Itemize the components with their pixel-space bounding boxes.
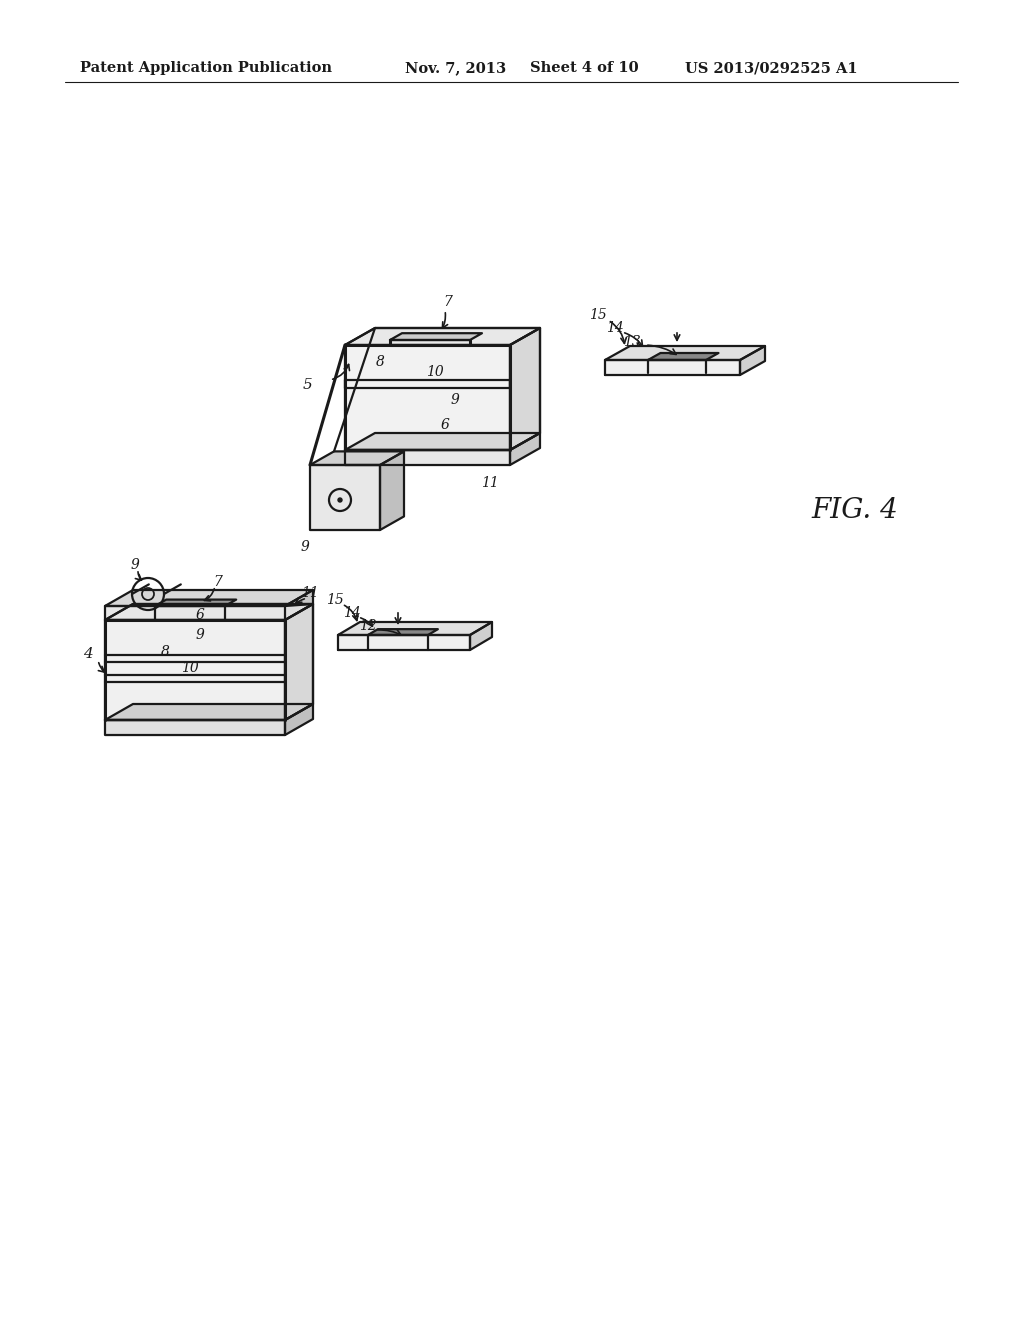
Polygon shape bbox=[310, 451, 404, 465]
Polygon shape bbox=[648, 352, 719, 360]
Circle shape bbox=[338, 498, 342, 502]
Text: 14: 14 bbox=[606, 321, 624, 335]
Text: 9: 9 bbox=[196, 628, 205, 642]
Polygon shape bbox=[105, 590, 313, 606]
Text: 6: 6 bbox=[196, 609, 205, 622]
Polygon shape bbox=[345, 433, 540, 450]
Text: 9: 9 bbox=[301, 540, 309, 554]
Text: 7: 7 bbox=[443, 294, 453, 309]
Text: 10: 10 bbox=[181, 661, 199, 675]
Polygon shape bbox=[285, 605, 313, 719]
Text: 12: 12 bbox=[359, 619, 377, 634]
Polygon shape bbox=[338, 635, 470, 649]
Text: 5: 5 bbox=[303, 378, 313, 392]
Text: 10: 10 bbox=[426, 366, 443, 379]
Text: Patent Application Publication: Patent Application Publication bbox=[80, 61, 332, 75]
Polygon shape bbox=[740, 346, 765, 375]
Text: Nov. 7, 2013: Nov. 7, 2013 bbox=[406, 61, 506, 75]
Text: 8: 8 bbox=[376, 355, 384, 370]
Polygon shape bbox=[510, 327, 540, 450]
Polygon shape bbox=[285, 590, 313, 606]
Text: US 2013/0292525 A1: US 2013/0292525 A1 bbox=[685, 61, 858, 75]
Polygon shape bbox=[390, 333, 482, 341]
Text: 6: 6 bbox=[440, 418, 450, 432]
Text: 14: 14 bbox=[343, 606, 360, 620]
Text: 9: 9 bbox=[131, 558, 139, 572]
Polygon shape bbox=[345, 345, 510, 450]
Polygon shape bbox=[310, 465, 380, 531]
Polygon shape bbox=[105, 620, 285, 719]
Polygon shape bbox=[105, 606, 285, 620]
Text: Sheet 4 of 10: Sheet 4 of 10 bbox=[530, 61, 639, 75]
Polygon shape bbox=[338, 622, 492, 635]
Text: 7: 7 bbox=[214, 576, 222, 589]
Text: FIG. 4: FIG. 4 bbox=[812, 496, 898, 524]
Text: 11: 11 bbox=[481, 477, 499, 490]
Polygon shape bbox=[510, 433, 540, 465]
Polygon shape bbox=[368, 630, 438, 635]
Polygon shape bbox=[105, 704, 313, 719]
Polygon shape bbox=[605, 346, 765, 360]
Polygon shape bbox=[380, 451, 404, 531]
Text: 11: 11 bbox=[301, 586, 318, 601]
Polygon shape bbox=[105, 605, 313, 620]
Polygon shape bbox=[155, 599, 237, 606]
Text: 4: 4 bbox=[83, 647, 93, 661]
Text: 15: 15 bbox=[589, 308, 607, 322]
Polygon shape bbox=[105, 719, 285, 735]
Text: 13: 13 bbox=[624, 335, 641, 348]
Text: 8: 8 bbox=[161, 645, 169, 659]
Text: 15: 15 bbox=[326, 593, 344, 607]
Polygon shape bbox=[605, 360, 740, 375]
Text: 9: 9 bbox=[451, 393, 460, 407]
Polygon shape bbox=[470, 622, 492, 649]
Polygon shape bbox=[345, 450, 510, 465]
Polygon shape bbox=[285, 704, 313, 735]
Polygon shape bbox=[345, 327, 540, 345]
